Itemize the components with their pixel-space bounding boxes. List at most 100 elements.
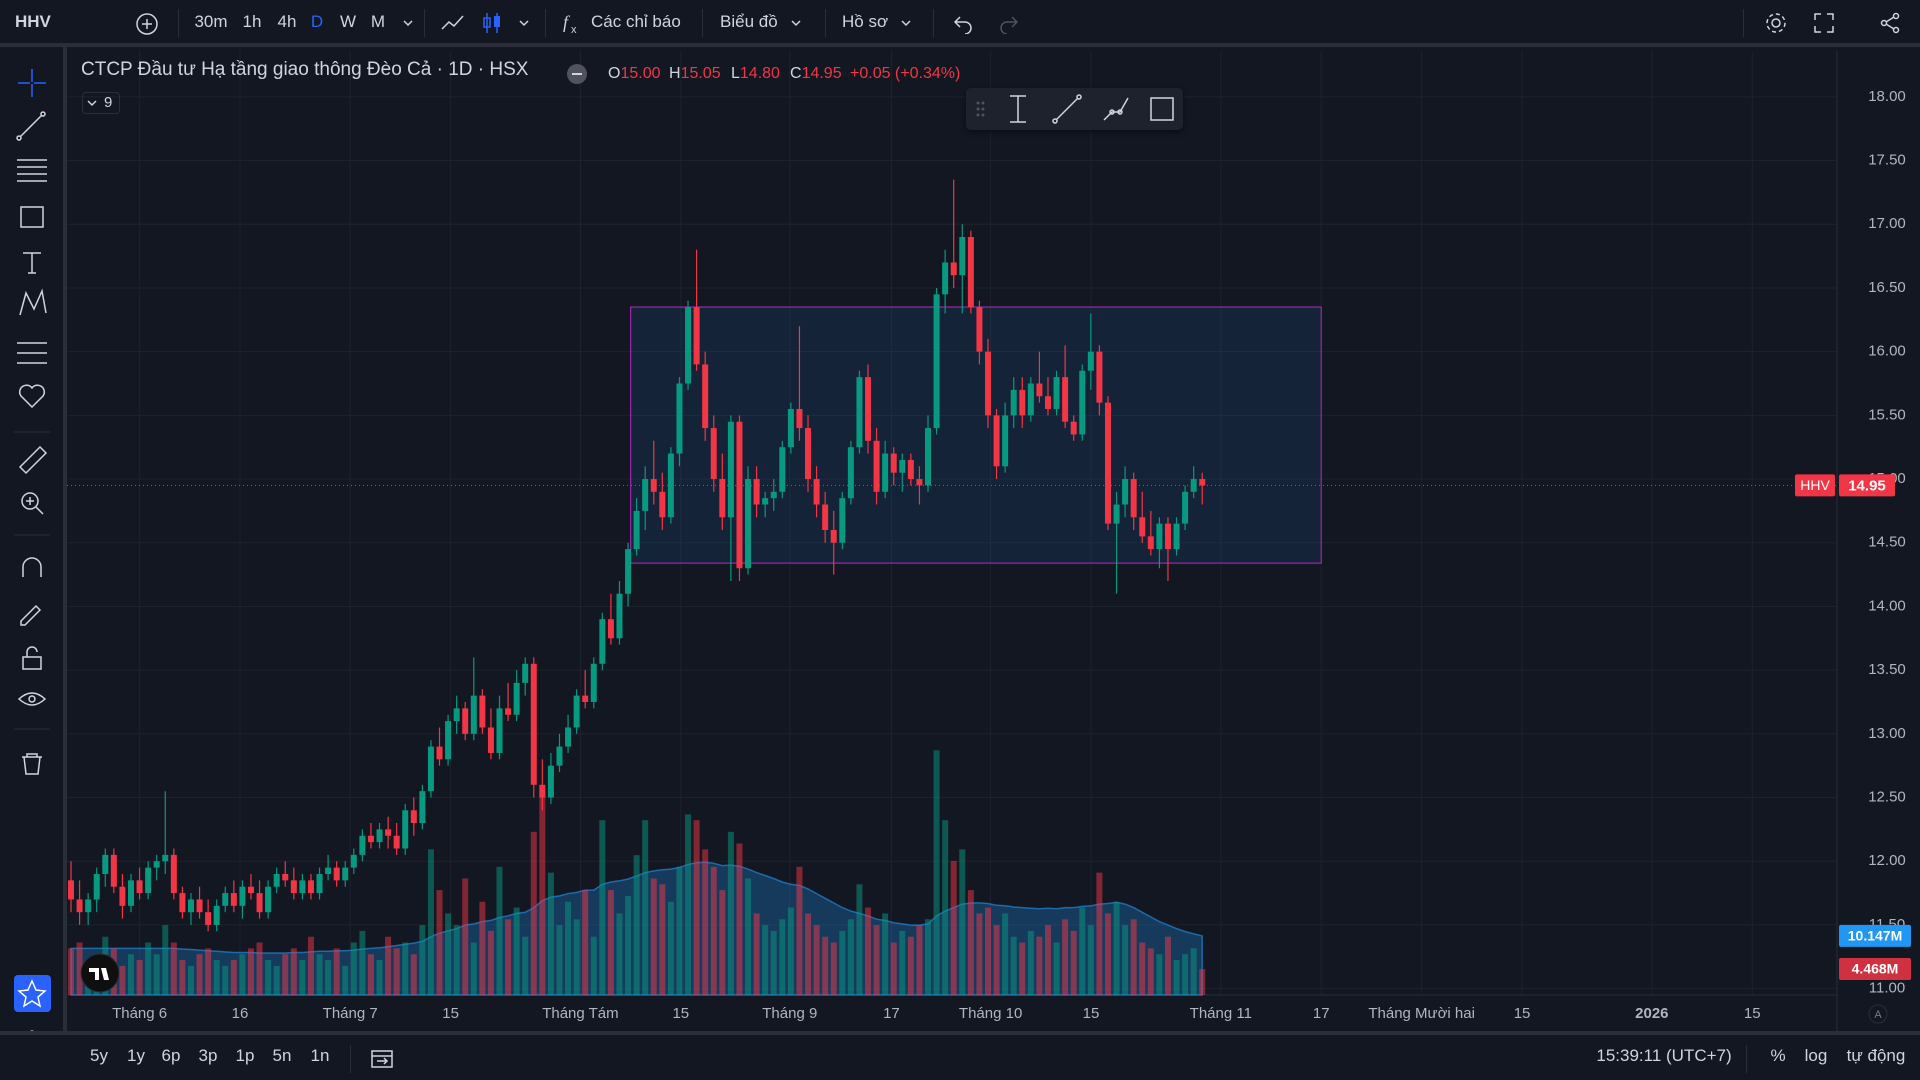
range-button[interactable]: 5y [90,1046,108,1065]
volume-bar [1199,968,1206,995]
trendline-tool-part [40,111,46,117]
range-button[interactable]: 3p [198,1046,218,1065]
range-button[interactable]: 6p [161,1046,181,1065]
tv-logo[interactable] [80,953,120,993]
indicator-toggle[interactable]: 9 [82,92,120,114]
share-icon[interactable] [1878,11,1902,35]
rectangle-tool[interactable] [1150,97,1174,121]
ruler-tool[interactable] [18,445,48,475]
chart-menu[interactable]: Biểu đồ [720,12,778,31]
candle-body [513,682,520,715]
range-button[interactable]: 1y [127,1046,145,1065]
goto-date-icon[interactable] [370,1047,394,1069]
interval[interactable]: 30m [194,12,228,31]
volume-bar [1182,954,1189,995]
fib-tool-part [17,159,47,182]
redo-icon[interactable] [998,12,1020,34]
magnet-tool-part [22,557,42,577]
log-toggle[interactable]: log [1804,1046,1828,1065]
watchlist-button[interactable] [14,975,51,1012]
volume-bar [1079,907,1086,995]
volume-bar [410,954,417,995]
ohlc-change: +0.05 (+0.34%) [850,65,961,82]
volume-bar [170,942,177,995]
candle-body [316,873,323,894]
auto-toggle[interactable]: tự động [1846,1046,1906,1065]
line-chart-icon[interactable] [440,11,466,35]
indicator-chevron-part [87,100,97,107]
price-range-tool[interactable] [1010,95,1026,123]
zoom-tool[interactable] [21,492,44,515]
candle-body [436,746,443,760]
rect-tool[interactable] [20,206,44,228]
candle-body [667,453,674,518]
favorites-tool[interactable] [18,384,46,409]
candle-body [222,893,229,906]
lock-tool[interactable] [22,646,42,670]
rect-tool-part [20,206,44,228]
chevron[interactable] [401,16,415,30]
path-tool[interactable] [1103,97,1129,121]
volume-bar [136,960,143,995]
candle-body [719,479,726,518]
volume-bar [882,913,889,995]
interval-active[interactable]: D [310,12,324,31]
candle-body [753,479,760,505]
candle-body [659,491,666,518]
volume-bar [470,942,477,995]
chevron[interactable] [789,16,803,30]
volume-bar [685,814,692,995]
undo-icon[interactable] [952,12,974,34]
range-button[interactable]: 1p [235,1046,255,1065]
candle-body [187,899,194,913]
delete-tool[interactable] [22,753,42,775]
volume-bar [282,954,289,995]
magnet-tool[interactable] [22,557,42,577]
indicator-chevron[interactable] [86,97,98,109]
text-tool[interactable] [23,252,41,274]
forecast-tool[interactable] [17,342,47,364]
interval[interactable]: M [370,12,386,31]
volume-bar [813,925,820,995]
range-button[interactable]: 1n [310,1046,330,1065]
candle-body [1044,396,1051,409]
settings-icon[interactable] [1764,11,1788,35]
fib-tool[interactable] [17,159,47,182]
add-symbol-icon[interactable] [135,12,159,36]
trendline-tool[interactable] [16,111,46,141]
indicators-button[interactable]: Các chỉ báo [591,12,681,31]
legend-collapse[interactable] [566,63,588,85]
visibility-tool-part [17,692,47,706]
axis-mode-label: A [1874,1009,1882,1021]
crosshair-tool[interactable] [18,69,46,97]
volume-bar [890,942,897,995]
clock[interactable]: 15:39:11 (UTC+7) [1596,1046,1732,1065]
candle-body [625,549,632,594]
candle-icon[interactable] [480,10,504,36]
drag-handle[interactable] [976,101,985,117]
visibility-tool[interactable] [17,692,47,706]
profile-menu[interactable]: Hồ sơ [842,12,889,31]
percent-toggle[interactable]: % [1770,1046,1786,1065]
candle-body [547,765,554,798]
candle-body [1002,415,1009,467]
volume-bar [984,907,991,995]
interval[interactable]: 1h [242,12,262,31]
watchlist-button-part [17,979,47,1008]
pattern-tool[interactable] [19,288,47,316]
fullscreen-icon[interactable] [1813,12,1835,34]
volume-bar [573,919,580,995]
draw-mode-tool[interactable] [20,604,42,626]
volume-bar [359,930,366,995]
volume-bar [1147,948,1154,995]
chevron[interactable] [899,16,913,30]
range-button[interactable]: 5n [272,1046,292,1065]
interval[interactable]: W [339,12,357,31]
symbol[interactable]: HHV [15,12,51,31]
interval[interactable]: 4h [277,12,297,31]
volume-bar [942,820,949,995]
chevron[interactable] [517,16,531,30]
trend-tool[interactable] [1052,94,1082,124]
fullscreen-icon-part [1814,13,1834,33]
